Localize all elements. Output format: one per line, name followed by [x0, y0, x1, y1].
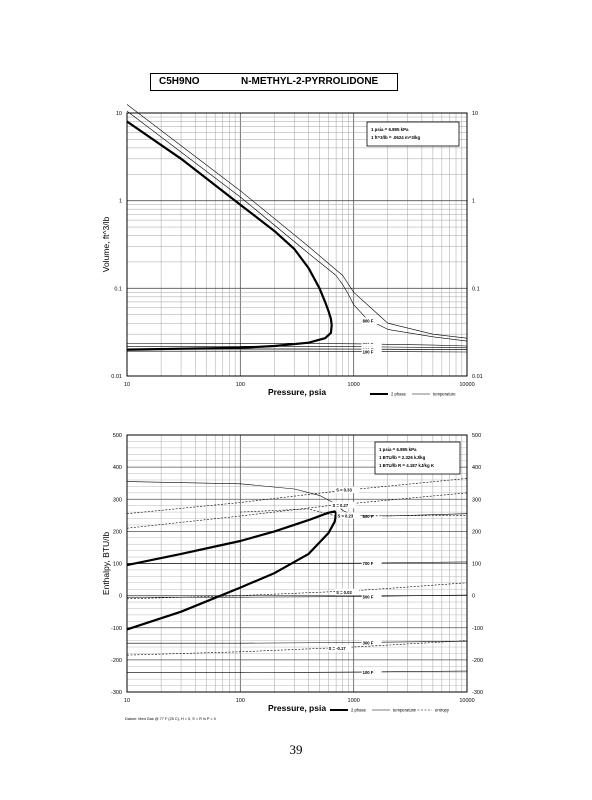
label-bg [331, 502, 356, 509]
y-tick-label: 400 [113, 465, 122, 471]
entropy-line [240, 508, 468, 517]
datum-note: Datum: Med Gas @ 77 F (25 C), H = 0, S =… [125, 717, 216, 721]
y-tick-label-right: 0 [472, 594, 475, 600]
legend-entry: temperature [433, 392, 456, 397]
legend-entry: entropy [435, 708, 450, 713]
y-tick-label-right: 1 [472, 199, 475, 205]
label-bg [335, 588, 360, 596]
x-tick-label: 1000 [348, 698, 360, 704]
entropy-curve-label: S = 0.23 [337, 513, 353, 518]
y-axis-label: Enthalpy, BTU/lb [101, 532, 111, 595]
y-tick-label-right: 200 [472, 529, 481, 535]
volume-pressure-chart: 10 100 1000 10000 10 10 1 1 0.1 0.1 0.01 0.01 Pressu… [101, 104, 483, 397]
conversion-note: 1 psia = 6.895 kPa [371, 127, 409, 132]
y-tick-label: 300 [113, 497, 122, 503]
x-tick-label: 10000 [459, 698, 474, 704]
y-tick-label-right: -300 [472, 690, 483, 696]
temperature-line [127, 346, 468, 349]
conversion-box [366, 121, 460, 147]
temperature-curve-label: 800 F [363, 514, 374, 519]
label-bg [361, 639, 382, 646]
label-bg [335, 486, 360, 494]
entropy-curve-label: S = -0.17 [329, 646, 347, 651]
temperature-curve-label: 100 F [363, 349, 374, 354]
compound-header: C5H9NO N-METHYL-2-PYRROLIDONE [150, 73, 398, 91]
x-tick-label: 10 [124, 698, 130, 704]
y-axis-label: Volume, ft^3/lb [101, 216, 111, 272]
label-bg [361, 593, 382, 600]
entropy-line [126, 492, 468, 529]
y-tick-label: 100 [113, 562, 122, 568]
legend-entry: 2 phase [351, 708, 367, 713]
y-tick-label-right: -200 [472, 658, 483, 664]
conversion-note: 1 psia = 6.895 kPa [379, 447, 417, 452]
label-bg [361, 560, 382, 567]
temperature-curve-label: 100 F [363, 670, 374, 675]
label-bg [336, 512, 361, 519]
label-bg [361, 669, 382, 676]
entropy-curve-label: S = 0.33 [336, 488, 352, 493]
y-tick-label-right: 400 [472, 465, 481, 471]
label-bg [327, 644, 352, 652]
x-tick-label: 100 [236, 382, 245, 388]
y-tick-label: 500 [113, 433, 122, 439]
y-tick-label: 0 [119, 594, 122, 600]
x-axis-label: Pressure, psia [268, 703, 326, 713]
conversion-note: 1 ft^3/lb = .0624 m^3/kg [371, 135, 420, 140]
entropy-curve-label: S = 0.02 [336, 590, 352, 595]
label-bg [361, 317, 382, 324]
y-tick-label: -100 [111, 626, 122, 632]
x-axis-label: Pressure, psia [268, 387, 326, 397]
y-tick-label-right: 10 [472, 111, 478, 117]
legend-entry: 2 phase [391, 392, 407, 397]
y-tick-label: -300 [111, 690, 122, 696]
y-tick-label-right: -100 [472, 626, 483, 632]
y-tick-label-right: 0.01 [472, 374, 483, 380]
y-tick-label: 0.1 [114, 286, 122, 292]
conversion-note: 1 BTU/lb = 2.326 kJ/kg [379, 455, 426, 460]
compound-formula: C5H9NO [159, 76, 200, 87]
y-tick-label-right: 100 [472, 562, 481, 568]
temperature-line [127, 350, 468, 353]
label-bg [361, 512, 382, 520]
y-tick-label-right: 300 [472, 497, 481, 503]
x-tick-label: 100 [236, 698, 245, 704]
y-tick-label: -200 [111, 658, 122, 664]
entropy-curve-label: S = 0.27 [332, 503, 348, 508]
conversion-note: 1 BTU/lb R = 4.187 kJ/kg K [379, 463, 435, 468]
compound-name: N-METHYL-2-PYRROLIDONE [241, 76, 379, 87]
temperature-line [126, 110, 468, 342]
entropy-line [126, 640, 468, 656]
temperature-curve-label: 700 F [363, 561, 374, 566]
x-tick-label: 10 [124, 382, 130, 388]
y-tick-label: 1 [119, 199, 122, 205]
temperature-line [127, 670, 468, 673]
temperature-line [127, 640, 468, 644]
page-number: 39 [289, 742, 303, 757]
x-tick-label: 1000 [348, 382, 360, 388]
temperature-line [126, 481, 468, 517]
label-bg [361, 348, 382, 355]
temperature-line [127, 561, 468, 564]
temperature-line [126, 104, 468, 339]
temperature-curve-label: 300 F [363, 640, 374, 645]
y-tick-label-right: 0.1 [472, 286, 480, 292]
saturation-dome-line [126, 510, 338, 631]
legend-entry: temperature [393, 708, 416, 713]
y-tick-label: 10 [116, 111, 122, 117]
entropy-line [126, 582, 468, 600]
plot-frame [126, 112, 468, 377]
y-tick-label: 0.01 [111, 374, 122, 380]
temperature-curve-label: 500 F [363, 594, 374, 599]
y-tick-label-right: 500 [472, 433, 481, 439]
y-tick-label: 200 [113, 529, 122, 535]
entropy-line [126, 478, 468, 514]
x-tick-label: 10000 [459, 382, 474, 388]
conversion-box [374, 441, 461, 475]
temperature-curve-label: 800 F [363, 318, 374, 323]
